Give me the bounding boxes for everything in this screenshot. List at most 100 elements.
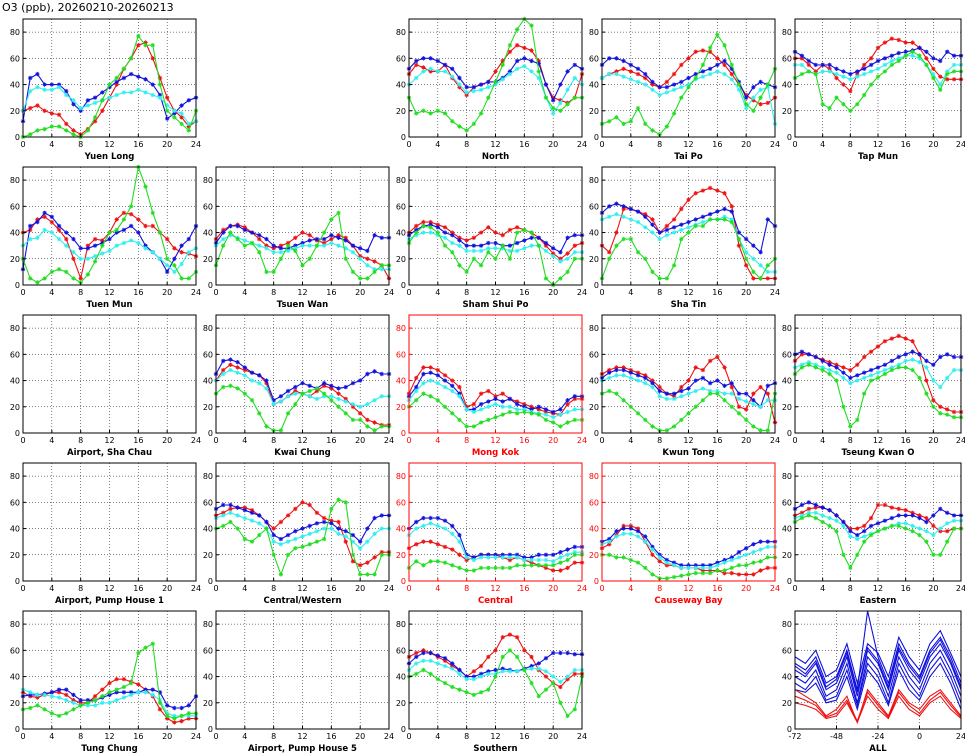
- data-point: [150, 92, 155, 98]
- data-point: [686, 563, 691, 568]
- data-point: [357, 539, 363, 544]
- y-tick-label: 60: [589, 498, 599, 507]
- data-point: [493, 555, 498, 560]
- y-tick-label: 40: [10, 229, 20, 238]
- data-point: [820, 102, 825, 107]
- y-tick-label: 20: [396, 255, 406, 264]
- data-point: [121, 75, 127, 81]
- data-point: [729, 219, 734, 225]
- data-point: [671, 71, 677, 77]
- x-tick-label: 0: [213, 288, 218, 297]
- data-point: [128, 56, 134, 61]
- data-point: [664, 232, 670, 238]
- data-point: [529, 411, 534, 416]
- data-point: [500, 635, 505, 640]
- data-point: [607, 367, 612, 373]
- data-point: [150, 687, 155, 692]
- data-point: [765, 428, 770, 433]
- data-point: [529, 407, 534, 412]
- data-point: [128, 212, 134, 217]
- y-tick-label: 0: [787, 429, 792, 438]
- y-tick-label: 80: [203, 324, 213, 333]
- data-point: [471, 409, 477, 415]
- data-point: [664, 90, 670, 95]
- data-point: [861, 375, 867, 381]
- data-point: [875, 74, 881, 79]
- data-point: [910, 357, 915, 362]
- data-point: [414, 232, 419, 238]
- x-tick-label: 8: [464, 140, 469, 149]
- chart-title: Causeway Bay: [654, 596, 723, 606]
- data-point: [729, 62, 734, 68]
- data-point: [143, 687, 148, 692]
- data-point: [743, 552, 749, 557]
- data-point: [100, 108, 105, 113]
- data-point: [944, 407, 950, 412]
- data-point: [715, 560, 720, 565]
- x-tick-label: 12: [683, 140, 693, 149]
- data-point: [834, 365, 839, 370]
- data-point: [100, 240, 105, 246]
- y-tick-label: 40: [10, 81, 20, 90]
- x-tick-label: 0: [20, 288, 25, 297]
- data-point: [150, 692, 155, 698]
- x-tick-label: 20: [741, 584, 751, 593]
- x-tick-label: 0: [406, 288, 411, 297]
- data-point: [35, 280, 40, 285]
- data-point: [550, 98, 556, 103]
- y-tick-label: 60: [10, 498, 20, 507]
- data-point: [550, 95, 556, 100]
- data-point: [107, 690, 112, 695]
- data-point: [910, 349, 915, 354]
- data-point: [71, 700, 76, 705]
- data-point: [707, 217, 713, 222]
- data-point: [799, 515, 805, 521]
- data-point: [486, 246, 491, 251]
- data-point: [565, 565, 570, 571]
- data-point: [715, 388, 720, 394]
- data-point: [464, 424, 469, 429]
- data-point: [679, 95, 684, 100]
- data-point: [841, 82, 846, 87]
- data-point: [350, 401, 356, 407]
- data-point: [321, 243, 327, 248]
- data-point: [235, 236, 240, 242]
- data-point: [707, 212, 713, 217]
- y-tick-label: 60: [782, 54, 792, 63]
- data-point: [285, 240, 291, 246]
- data-point: [428, 370, 433, 375]
- data-point: [285, 248, 291, 254]
- data-point: [56, 236, 62, 242]
- data-point: [827, 62, 832, 68]
- data-point: [758, 276, 763, 281]
- data-point: [679, 62, 684, 68]
- y-tick-label: 0: [401, 429, 406, 438]
- x-tick-label: 4: [435, 584, 440, 593]
- x-tick-label: 8: [78, 288, 83, 297]
- data-point: [896, 37, 901, 43]
- data-point: [278, 394, 284, 399]
- data-point: [486, 388, 491, 394]
- data-point: [903, 365, 908, 370]
- y-tick-label: 80: [782, 620, 792, 629]
- data-point: [614, 69, 619, 74]
- data-point: [628, 77, 634, 82]
- data-point: [336, 531, 341, 536]
- data-point: [329, 232, 334, 238]
- data-point: [635, 105, 641, 111]
- data-point: [56, 695, 62, 700]
- data-point: [951, 367, 957, 373]
- data-point: [500, 669, 505, 674]
- data-point: [442, 656, 448, 661]
- data-point: [686, 197, 691, 202]
- x-tick-label: 12: [297, 436, 307, 445]
- data-point: [71, 707, 76, 712]
- data-point: [707, 71, 713, 77]
- data-point: [56, 223, 62, 229]
- data-point: [650, 547, 655, 552]
- data-point: [365, 248, 370, 254]
- data-point: [172, 713, 177, 719]
- data-point: [49, 82, 55, 87]
- data-point: [107, 95, 112, 100]
- data-point: [172, 256, 177, 261]
